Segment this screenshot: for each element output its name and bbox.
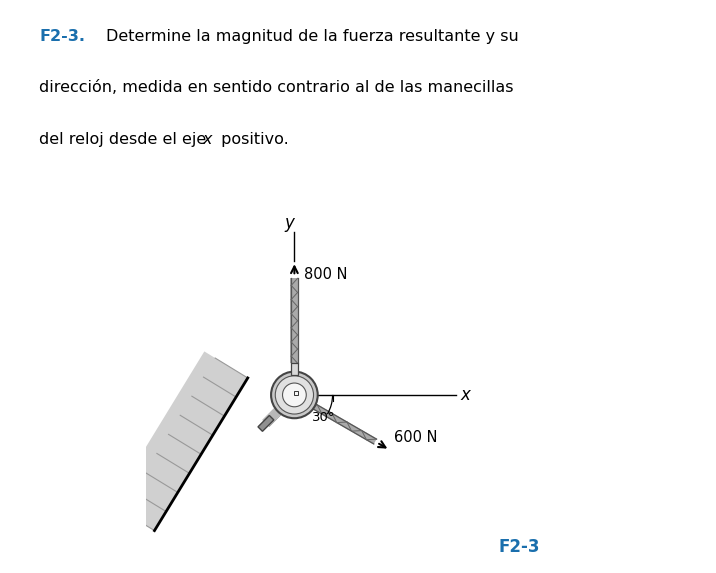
Text: 30°: 30° xyxy=(311,411,335,425)
Text: x: x xyxy=(203,132,212,147)
Text: F2-3: F2-3 xyxy=(499,538,541,556)
Text: del reloj desde el eje: del reloj desde el eje xyxy=(39,132,212,147)
Polygon shape xyxy=(111,351,248,531)
Text: Determine la magnitud de la fuerza resultante y su: Determine la magnitud de la fuerza resul… xyxy=(106,29,518,44)
Circle shape xyxy=(275,376,314,414)
Text: dirección, medida en sentido contrario al de las manecillas: dirección, medida en sentido contrario a… xyxy=(39,80,514,95)
Text: 800 N: 800 N xyxy=(304,266,347,281)
Circle shape xyxy=(271,372,318,418)
Text: x: x xyxy=(460,386,470,404)
Polygon shape xyxy=(258,415,274,431)
Polygon shape xyxy=(291,363,298,375)
Text: y: y xyxy=(284,214,294,231)
Text: F2-3.: F2-3. xyxy=(39,29,85,44)
Text: 600 N: 600 N xyxy=(394,430,437,445)
Text: positivo.: positivo. xyxy=(216,132,289,147)
Circle shape xyxy=(283,383,306,407)
